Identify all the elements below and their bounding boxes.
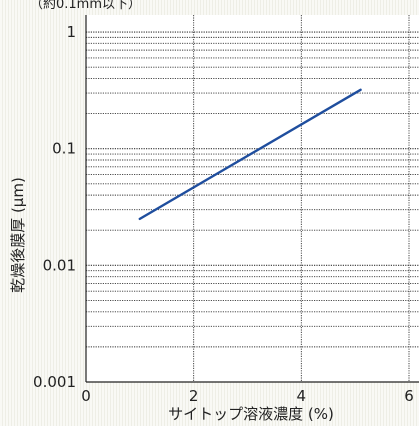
y-axis-title: 乾燥後膜厚 (μm): [9, 177, 27, 293]
x-tick-label: 4: [297, 387, 307, 405]
y-tick-label: 1: [66, 23, 76, 41]
top-text: （約0.1mm以下）: [30, 0, 141, 12]
plot-area: 0.001 0.01 0.1 1 0 2 4 6: [33, 15, 419, 405]
series-line: [138, 88, 362, 221]
plot-background: [86, 15, 419, 382]
x-tick-label: 2: [189, 387, 199, 405]
x-tick-label: 6: [404, 387, 414, 405]
y-tick-label: 0.1: [52, 140, 76, 158]
y-tick-label: 0.001: [33, 373, 76, 391]
x-tick-label: 0: [81, 387, 91, 405]
x-axis-title: サイトップ溶液濃度 (%): [168, 405, 334, 423]
y-tick-label: 0.01: [43, 256, 76, 274]
